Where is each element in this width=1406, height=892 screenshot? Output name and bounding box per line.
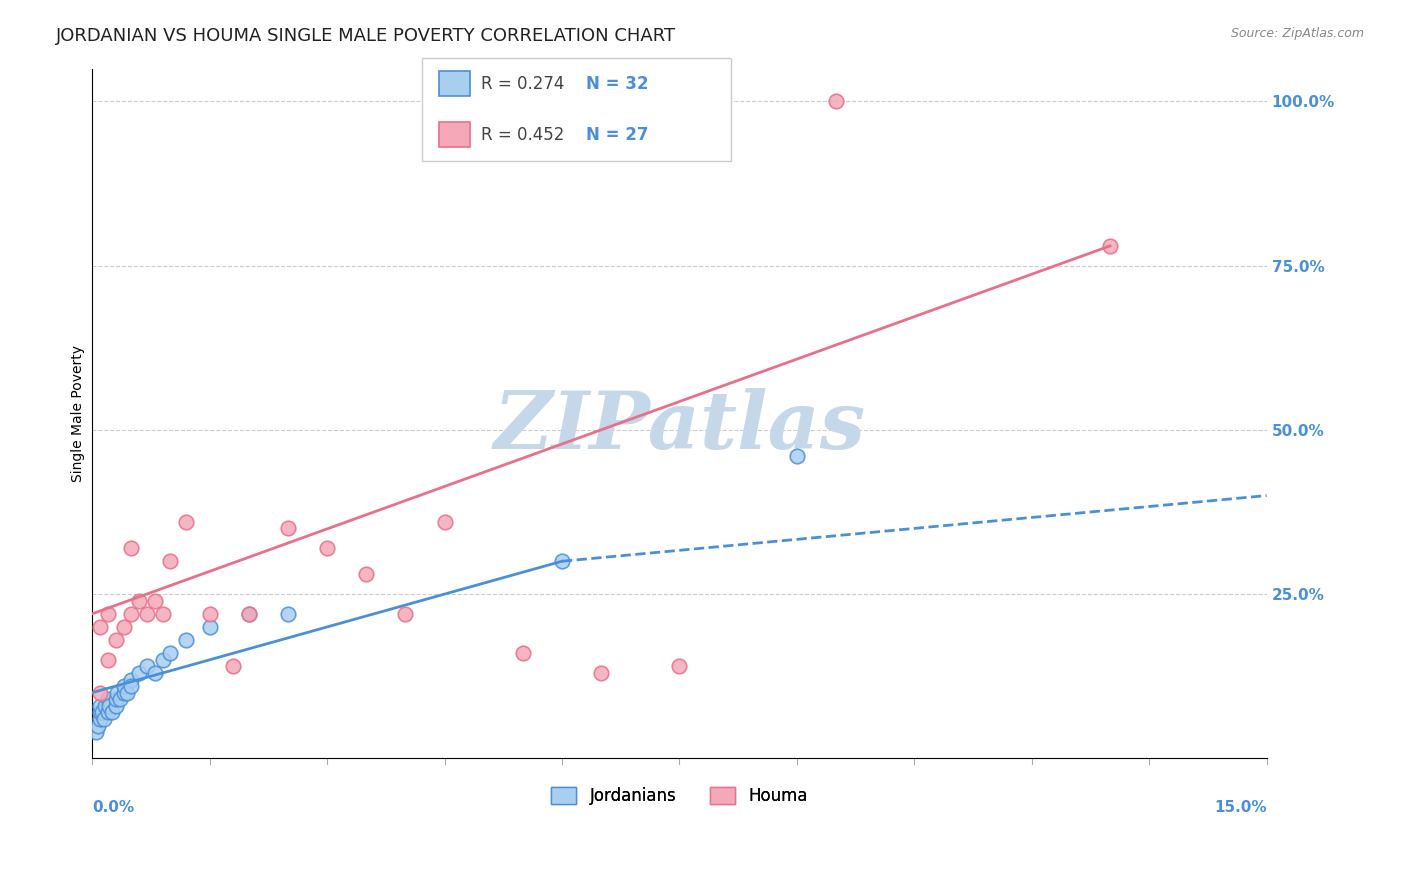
Point: [143, 593, 166, 607]
Point: [128, 665, 150, 680]
Legend: Jordanians, Houma: Jordanians, Houma: [544, 780, 814, 812]
Point: [97, 653, 120, 667]
Point: [152, 653, 174, 667]
Point: [128, 593, 150, 607]
Point: [104, 698, 127, 713]
Point: [117, 686, 139, 700]
Text: R = 0.274: R = 0.274: [481, 75, 564, 93]
Point: [120, 673, 142, 687]
Point: [84, 725, 107, 739]
Point: [136, 659, 159, 673]
Point: [104, 692, 127, 706]
Text: JORDANIAN VS HOUMA SINGLE MALE POVERTY CORRELATION CHART: JORDANIAN VS HOUMA SINGLE MALE POVERTY C…: [56, 27, 676, 45]
Point: [104, 633, 127, 648]
Point: [86, 718, 108, 732]
Text: R = 0.452: R = 0.452: [481, 126, 564, 144]
Text: 15.0%: 15.0%: [1213, 800, 1267, 814]
Point: [97, 607, 120, 621]
Point: [120, 541, 142, 555]
Point: [91, 706, 114, 720]
Point: [668, 659, 690, 673]
Text: Source: ZipAtlas.com: Source: ZipAtlas.com: [1230, 27, 1364, 40]
Point: [277, 607, 299, 621]
Point: [198, 607, 221, 621]
Point: [394, 607, 416, 621]
Point: [112, 686, 135, 700]
Point: [551, 554, 574, 568]
Point: [94, 698, 117, 713]
Point: [198, 620, 221, 634]
Point: [786, 449, 808, 463]
Point: [97, 706, 120, 720]
Point: [316, 541, 339, 555]
Point: [174, 633, 197, 648]
Point: [93, 712, 115, 726]
Point: [825, 95, 848, 109]
Point: [159, 554, 181, 568]
Point: [89, 620, 111, 634]
Point: [112, 620, 135, 634]
Point: [112, 679, 135, 693]
Point: [100, 706, 122, 720]
Text: 0.0%: 0.0%: [93, 800, 135, 814]
Y-axis label: Single Male Poverty: Single Male Poverty: [72, 345, 86, 482]
Text: ZIPatlas: ZIPatlas: [494, 389, 866, 466]
Text: N = 32: N = 32: [586, 75, 648, 93]
Point: [97, 692, 120, 706]
Point: [89, 686, 111, 700]
Point: [1099, 239, 1122, 253]
Point: [591, 665, 613, 680]
Point: [152, 607, 174, 621]
Point: [120, 607, 142, 621]
Point: [89, 698, 111, 713]
Point: [238, 607, 260, 621]
Text: N = 27: N = 27: [586, 126, 648, 144]
Point: [136, 607, 159, 621]
Point: [120, 679, 142, 693]
Point: [105, 686, 128, 700]
Point: [143, 665, 166, 680]
Point: [89, 712, 111, 726]
Point: [433, 515, 456, 529]
Point: [354, 567, 377, 582]
Point: [222, 659, 245, 673]
Point: [512, 646, 534, 660]
Point: [174, 515, 197, 529]
Point: [98, 698, 121, 713]
Point: [277, 521, 299, 535]
Point: [238, 607, 260, 621]
Point: [159, 646, 181, 660]
Point: [108, 692, 131, 706]
Point: [89, 706, 111, 720]
